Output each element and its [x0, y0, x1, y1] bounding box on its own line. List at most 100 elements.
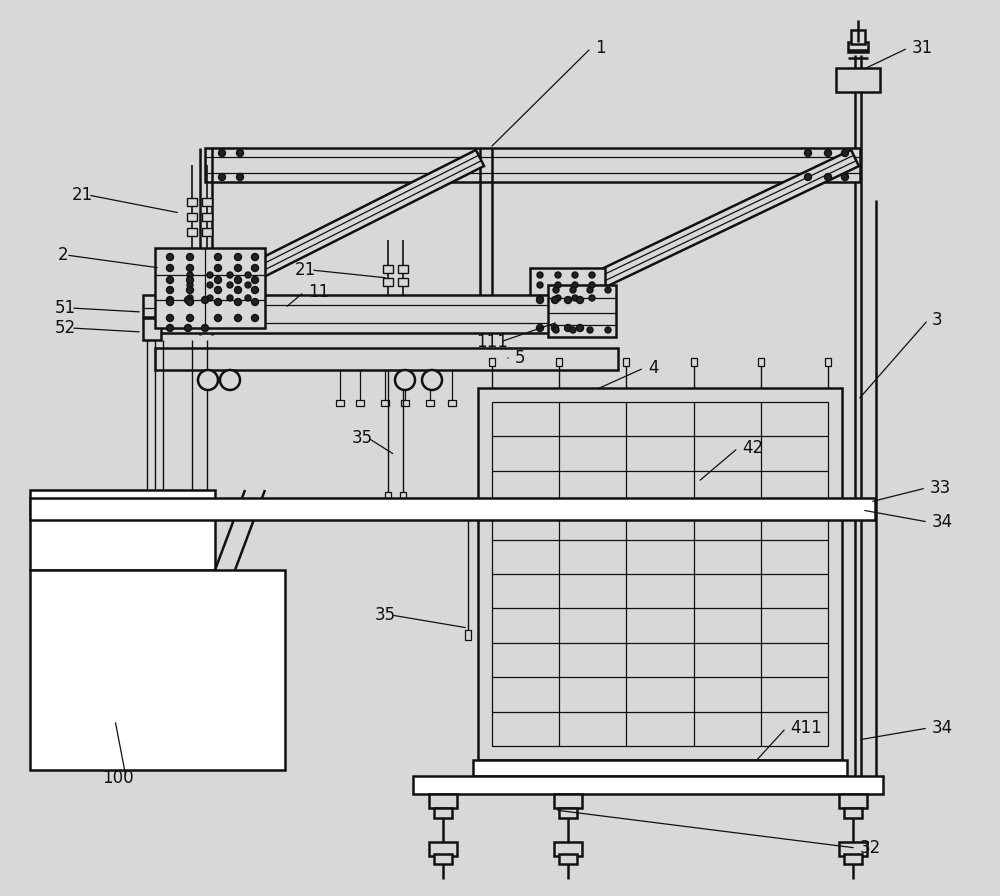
Bar [385, 492, 391, 502]
Text: 21: 21 [72, 186, 93, 204]
Bar [155, 348, 618, 370]
Circle shape [587, 327, 593, 333]
Bar [825, 358, 831, 366]
Circle shape [187, 282, 193, 288]
Bar [187, 213, 197, 221]
Circle shape [186, 277, 194, 283]
Bar [848, 42, 868, 52]
Bar [160, 495, 166, 505]
Circle shape [564, 297, 572, 304]
Bar [202, 213, 212, 221]
Circle shape [252, 264, 258, 271]
Bar [356, 400, 364, 406]
Bar [381, 400, 389, 406]
Circle shape [202, 324, 208, 332]
Bar [559, 808, 577, 818]
Bar [189, 515, 195, 525]
Circle shape [570, 327, 576, 333]
Circle shape [227, 272, 233, 278]
Bar [429, 794, 457, 808]
Text: 32: 32 [860, 839, 881, 857]
Circle shape [214, 287, 222, 294]
Circle shape [184, 324, 192, 332]
Bar [144, 495, 150, 505]
Circle shape [252, 287, 258, 294]
Circle shape [234, 277, 242, 283]
Circle shape [824, 150, 832, 157]
Circle shape [186, 287, 194, 294]
Circle shape [207, 282, 213, 288]
Circle shape [214, 277, 222, 283]
Circle shape [587, 287, 593, 293]
Circle shape [804, 150, 812, 157]
Circle shape [186, 298, 194, 306]
Text: 34: 34 [932, 513, 953, 531]
Bar [492, 402, 828, 746]
Circle shape [234, 298, 242, 306]
Bar [556, 358, 562, 366]
Polygon shape [204, 150, 484, 303]
Text: 5: 5 [515, 349, 526, 367]
Bar [530, 268, 605, 308]
Circle shape [555, 272, 561, 278]
Circle shape [166, 277, 174, 283]
Circle shape [214, 298, 222, 306]
Circle shape [186, 264, 194, 271]
Circle shape [218, 174, 226, 180]
Bar [758, 358, 764, 366]
Circle shape [166, 314, 174, 322]
Bar [559, 854, 577, 864]
Circle shape [227, 282, 233, 288]
Circle shape [572, 295, 578, 301]
Circle shape [198, 370, 218, 390]
Bar [152, 495, 158, 505]
Circle shape [564, 324, 572, 332]
Polygon shape [564, 150, 859, 303]
Circle shape [576, 297, 584, 304]
Bar [623, 358, 629, 366]
Bar [434, 808, 452, 818]
Text: 42: 42 [742, 439, 763, 457]
Circle shape [166, 264, 174, 271]
Text: 1: 1 [595, 39, 606, 57]
Circle shape [552, 297, 558, 304]
Circle shape [555, 282, 561, 288]
Text: 100: 100 [102, 769, 134, 787]
Bar [205, 148, 860, 182]
Text: 33: 33 [930, 479, 951, 497]
Bar [554, 842, 582, 856]
Text: 31: 31 [912, 39, 933, 57]
Circle shape [186, 314, 194, 322]
Circle shape [553, 287, 559, 293]
Circle shape [218, 150, 226, 157]
Bar [489, 358, 495, 366]
Circle shape [245, 272, 251, 278]
Circle shape [252, 298, 258, 306]
Circle shape [589, 295, 595, 301]
Text: 35: 35 [375, 606, 396, 624]
Bar [691, 358, 697, 366]
Circle shape [166, 324, 174, 332]
Circle shape [572, 272, 578, 278]
Bar [434, 854, 452, 864]
Bar [836, 68, 880, 92]
Circle shape [227, 295, 233, 301]
Bar [554, 794, 582, 808]
Bar [844, 808, 862, 818]
Bar [839, 842, 867, 856]
Bar [202, 228, 212, 236]
Circle shape [536, 297, 544, 304]
Circle shape [187, 295, 193, 301]
Circle shape [536, 324, 544, 332]
Circle shape [166, 287, 174, 294]
Circle shape [234, 264, 242, 271]
Bar [30, 570, 285, 770]
Text: 51: 51 [55, 299, 76, 317]
Circle shape [552, 324, 558, 332]
Circle shape [570, 287, 576, 293]
Circle shape [605, 287, 611, 293]
Circle shape [237, 150, 244, 157]
Circle shape [245, 282, 251, 288]
Circle shape [187, 272, 193, 278]
Text: 111: 111 [476, 333, 508, 351]
